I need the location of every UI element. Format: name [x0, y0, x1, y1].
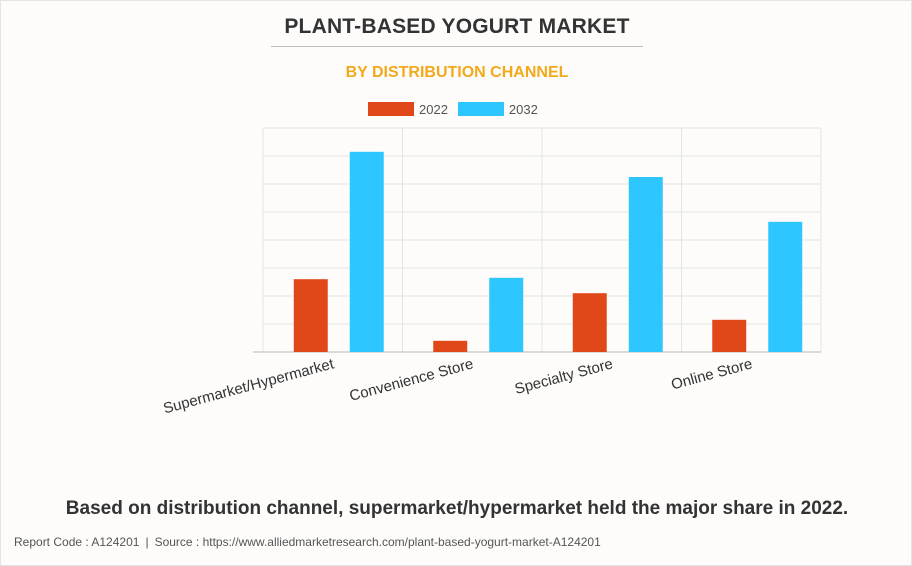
- x-tick-label: Supermarket/Hypermarket: [161, 355, 336, 417]
- x-tick-label: Convenience Store: [348, 355, 476, 404]
- chart-caption: Based on distribution channel, supermark…: [65, 498, 849, 519]
- bar-2032-1: [349, 151, 384, 352]
- report-code: Report Code : A124201: [14, 535, 140, 549]
- bar-2032-4: [768, 221, 803, 352]
- chart-legend: 2022 2032: [368, 101, 548, 117]
- x-tick-label: Online Store: [669, 355, 754, 393]
- bar-chart: Supermarket/Hypermarket Convenience Store…: [161, 127, 822, 417]
- bar-2022-2: [433, 340, 468, 352]
- x-tick-label: Specialty Store: [513, 355, 615, 398]
- chart-title: PLANT-BASED YOGURT MARKET: [284, 15, 630, 38]
- legend-item-2032[interactable]: 2032: [457, 101, 538, 117]
- legend-label-2022: 2022: [419, 101, 448, 117]
- footer: Report Code : A124201 | Source : https://w…: [14, 535, 601, 549]
- title-underline: [271, 46, 643, 47]
- legend-swatch-2032: [457, 102, 504, 116]
- bar-2022-3: [572, 293, 607, 352]
- legend-label-2032: 2032: [508, 101, 538, 117]
- legend-item-2022[interactable]: 2022: [368, 102, 448, 117]
- source-link[interactable]: Source : https://www.alliedmarketresearc…: [154, 535, 601, 549]
- legend-swatch-2022: [368, 102, 414, 116]
- bar-2022-1: [293, 279, 328, 352]
- footer-separator: |: [145, 535, 149, 549]
- bar-2022-4: [712, 319, 747, 352]
- bar-2032-3: [628, 177, 663, 352]
- bar-2032-2: [489, 277, 524, 352]
- chart-subtitle: BY DISTRIBUTION CHANNEL: [345, 64, 569, 81]
